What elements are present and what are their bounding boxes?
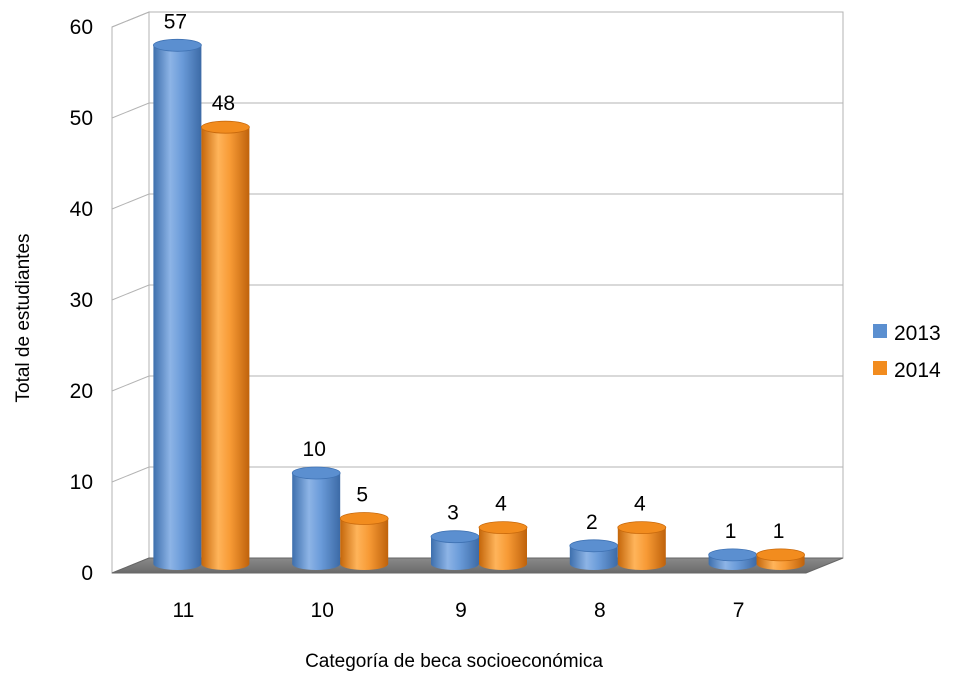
gridline (111, 284, 843, 301)
bar-top (478, 521, 528, 534)
bar-2013-8 (569, 539, 619, 570)
bars (152, 38, 805, 571)
bar-body (153, 45, 202, 571)
bar-top (339, 512, 389, 525)
y-tick-label: 20 (70, 380, 93, 403)
bar-top (756, 548, 805, 562)
y-tick-label: 30 (70, 289, 93, 312)
gridline (111, 375, 843, 392)
x-axis-ticks: 11 10 9 8 7 (172, 599, 744, 622)
data-label-2014-9: 4 (495, 493, 507, 516)
bar-2013-10 (291, 466, 341, 570)
bar-2014-9 (478, 521, 528, 570)
x-tick-label-9: 9 (455, 599, 467, 622)
y-tick-label: 10 (70, 471, 93, 494)
bar-body (292, 473, 341, 570)
y-tick-label: 0 (81, 562, 93, 585)
data-label-2014-11: 48 (212, 92, 235, 115)
bar-body (617, 527, 666, 570)
legend: 2013 2014 (873, 322, 941, 382)
bar-2013-9 (430, 530, 480, 570)
bar-top (569, 539, 619, 553)
bar-top (708, 548, 757, 562)
bar-top (200, 120, 250, 134)
legend-label-2013: 2013 (894, 322, 941, 345)
legend-swatch-2013 (873, 324, 887, 338)
bar-body (340, 518, 389, 570)
bar-2014-7 (756, 548, 805, 570)
bar-top (617, 521, 667, 534)
y-tick-label: 40 (70, 198, 93, 221)
bar-2014-10 (339, 512, 389, 570)
y-axis-title: Total de estudiantes (13, 233, 34, 402)
bar-top (291, 466, 341, 480)
bar-top (430, 530, 480, 544)
gridline (111, 193, 843, 210)
bar-2014-11 (200, 120, 250, 570)
y-tick-label: 60 (70, 16, 93, 39)
data-label-2013-9: 3 (447, 502, 459, 525)
gridline (111, 466, 843, 483)
bar-body (201, 127, 250, 570)
bar-2014-8 (617, 521, 667, 570)
data-label-2014-10: 5 (356, 484, 368, 507)
bar-2013-11 (152, 38, 202, 571)
gridline (111, 11, 843, 28)
gridline (111, 102, 843, 119)
gridlines (111, 11, 843, 483)
x-tick-label-10: 10 (311, 599, 334, 622)
data-label-2013-11: 57 (164, 10, 187, 33)
data-label-2013-8: 2 (586, 511, 598, 534)
bar-body (479, 527, 527, 570)
bar-body (569, 545, 618, 570)
bar-2013-7 (708, 548, 757, 570)
data-labels: 57 48 10 5 3 4 2 4 1 1 (164, 10, 785, 543)
legend-label-2014: 2014 (894, 359, 941, 382)
x-tick-label-8: 8 (594, 599, 606, 622)
bar-top (152, 38, 202, 52)
data-label-2014-8: 4 (634, 493, 646, 516)
bar-body (431, 536, 479, 570)
data-label-2014-7: 1 (773, 520, 785, 543)
y-tick-label: 50 (70, 107, 93, 130)
x-tick-label-11: 11 (172, 599, 194, 622)
data-label-2013-7: 1 (725, 520, 737, 543)
y-axis-ticks: 0 10 20 30 40 50 60 (70, 16, 93, 585)
data-label-2013-10: 10 (303, 438, 326, 461)
x-axis-title: Categoría de beca socioeconómica (305, 651, 603, 672)
legend-swatch-2014 (873, 361, 887, 375)
x-tick-label-7: 7 (733, 599, 745, 622)
